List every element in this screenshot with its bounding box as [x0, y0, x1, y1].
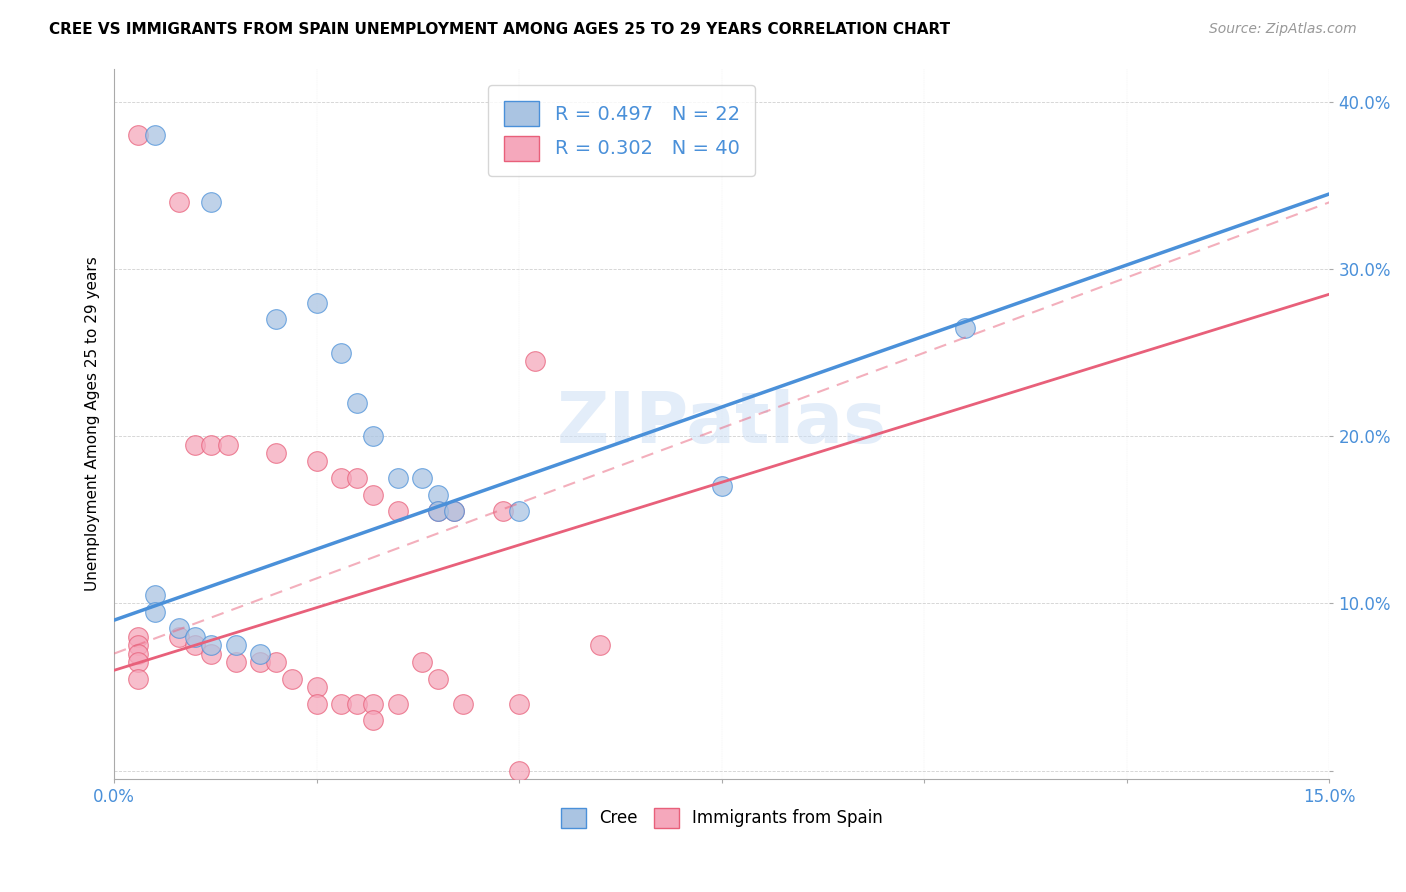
Point — [281, 672, 304, 686]
Point — [346, 697, 368, 711]
Point — [128, 655, 150, 669]
Point — [305, 454, 328, 468]
Point — [387, 471, 409, 485]
Point — [363, 714, 385, 728]
Point — [305, 295, 328, 310]
Point — [710, 479, 733, 493]
Point — [451, 697, 474, 711]
Point — [427, 504, 450, 518]
Point — [167, 622, 190, 636]
Point — [128, 630, 150, 644]
Point — [128, 128, 150, 143]
Point — [953, 320, 976, 334]
Point — [330, 471, 353, 485]
Point — [427, 504, 450, 518]
Point — [508, 764, 530, 778]
Point — [589, 638, 612, 652]
Point — [200, 647, 222, 661]
Point — [492, 504, 515, 518]
Point — [508, 504, 530, 518]
Point — [411, 471, 433, 485]
Text: ZIPatlas: ZIPatlas — [557, 389, 887, 458]
Point — [443, 504, 465, 518]
Point — [346, 396, 368, 410]
Point — [305, 697, 328, 711]
Point — [330, 697, 353, 711]
Point — [443, 504, 465, 518]
Point — [264, 312, 287, 326]
Point — [167, 630, 190, 644]
Legend: Cree, Immigrants from Spain: Cree, Immigrants from Spain — [554, 801, 890, 835]
Point — [249, 655, 271, 669]
Point — [508, 697, 530, 711]
Point — [167, 195, 190, 210]
Point — [184, 638, 207, 652]
Point — [363, 429, 385, 443]
Point — [128, 672, 150, 686]
Point — [411, 655, 433, 669]
Point — [524, 354, 547, 368]
Point — [264, 446, 287, 460]
Point — [200, 195, 222, 210]
Point — [427, 672, 450, 686]
Point — [363, 488, 385, 502]
Point — [387, 504, 409, 518]
Point — [184, 630, 207, 644]
Point — [128, 638, 150, 652]
Point — [200, 638, 222, 652]
Point — [305, 680, 328, 694]
Y-axis label: Unemployment Among Ages 25 to 29 years: Unemployment Among Ages 25 to 29 years — [86, 256, 100, 591]
Text: Source: ZipAtlas.com: Source: ZipAtlas.com — [1209, 22, 1357, 37]
Point — [128, 647, 150, 661]
Point — [200, 437, 222, 451]
Text: CREE VS IMMIGRANTS FROM SPAIN UNEMPLOYMENT AMONG AGES 25 TO 29 YEARS CORRELATION: CREE VS IMMIGRANTS FROM SPAIN UNEMPLOYME… — [49, 22, 950, 37]
Point — [143, 128, 166, 143]
Point — [330, 345, 353, 359]
Point — [427, 488, 450, 502]
Point — [346, 471, 368, 485]
Point — [225, 655, 247, 669]
Point — [363, 697, 385, 711]
Point — [217, 437, 239, 451]
Point — [143, 605, 166, 619]
Point — [184, 437, 207, 451]
Point — [225, 638, 247, 652]
Point — [143, 588, 166, 602]
Point — [249, 647, 271, 661]
Point — [387, 697, 409, 711]
Point — [264, 655, 287, 669]
